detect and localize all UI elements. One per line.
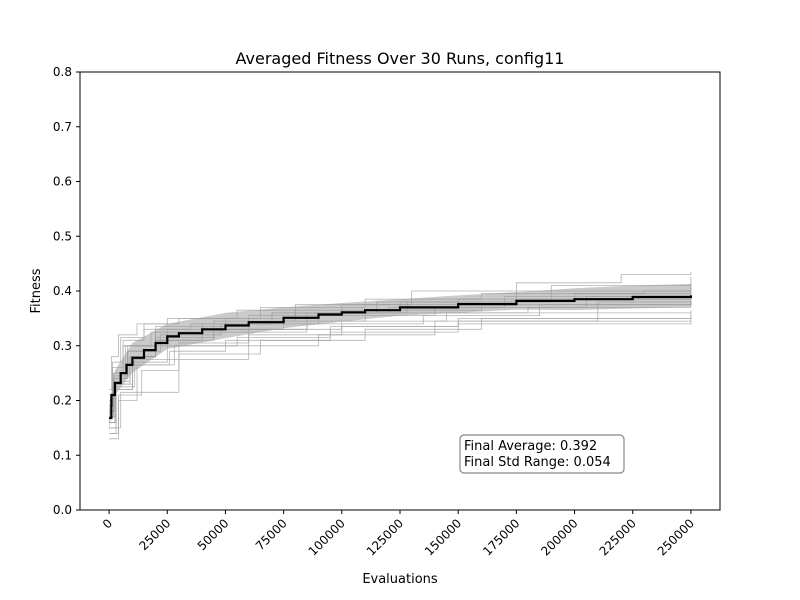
annotation-frame [459,434,625,474]
y-tick-label: 0.5 [53,229,72,243]
run-line-9 [109,288,692,407]
y-tick-label: 0.3 [53,339,72,353]
std-band-layer [109,283,691,431]
y-tick-label: 0.1 [53,448,72,462]
y-tick-label: 0.0 [53,503,72,517]
final-average-text: Final Average: 0.392 [464,439,597,454]
std-band [109,283,691,431]
y-tick-label: 0.2 [53,394,72,408]
annotation-box: Final Average: 0.392 Final Std Range: 0.… [459,434,625,474]
run-line-13 [109,296,692,390]
run-line-14 [109,299,692,418]
y-tick-label: 0.4 [53,284,72,298]
y-axis-title: Fitness [29,268,44,313]
y-tick-label: 0.8 [53,65,72,79]
run-line-17 [109,312,692,434]
y-axis: 0.0 0.1 0.2 0.3 0.4 0.5 0.6 0.7 0.8 [53,65,80,517]
chart-title: Averaged Fitness Over 30 Runs, config11 [236,49,565,68]
y-tick-label: 0.6 [53,175,72,189]
final-std-range-text: Final Std Range: 0.054 [464,455,611,470]
run-line-10 [109,318,692,440]
run-line-15 [109,321,692,423]
average-line [109,295,692,420]
x-axis-title: Evaluations [362,572,438,587]
average-layer [109,295,692,420]
run-line-3 [109,299,692,429]
y-tick-label: 0.7 [53,120,72,134]
